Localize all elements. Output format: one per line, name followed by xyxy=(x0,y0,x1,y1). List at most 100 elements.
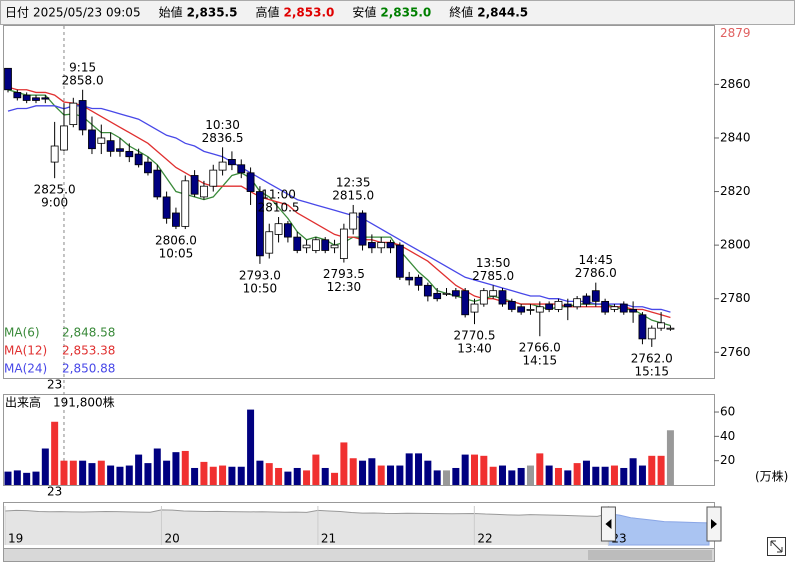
candle-body xyxy=(283,223,292,238)
header-label: 高値 xyxy=(255,5,279,20)
candle-body xyxy=(489,290,498,297)
navigator-selected-area xyxy=(607,513,710,546)
candle-body xyxy=(349,212,358,230)
candle-body xyxy=(610,306,619,310)
annotation-price: 2785.0 xyxy=(472,269,514,283)
volume-bar xyxy=(181,450,189,485)
volume-bar xyxy=(545,465,553,485)
header-label: 終値 xyxy=(449,5,473,20)
y-tick-label: 2820 xyxy=(720,184,751,198)
candle-body xyxy=(60,125,68,151)
candle-body xyxy=(302,244,311,249)
candle-body xyxy=(274,223,283,235)
candle-body xyxy=(153,169,162,198)
annotation-time: 15:15 xyxy=(634,364,669,378)
candle-body xyxy=(172,212,180,227)
volume-bar xyxy=(23,472,31,485)
volume-bar xyxy=(331,472,339,485)
scroll-thumb[interactable] xyxy=(588,550,712,560)
candle-body xyxy=(554,300,563,310)
volume-bar xyxy=(564,470,572,485)
volume-bar xyxy=(51,421,59,485)
x-tick-label: 23 xyxy=(47,485,62,499)
candle-body xyxy=(507,300,516,310)
annotation-time: 14:45 xyxy=(578,253,613,267)
candle-body xyxy=(367,242,376,249)
candle-body xyxy=(69,102,78,125)
header-value: 2,835.0 xyxy=(380,6,431,20)
volume-bar xyxy=(377,465,385,485)
annotation-time: 14:15 xyxy=(523,354,558,368)
candle-body xyxy=(386,242,395,249)
candle-body xyxy=(405,276,414,281)
legend-value: 2,850.88 xyxy=(62,362,115,376)
annotation-time: 11:00 xyxy=(261,188,296,202)
annotation-time: 9:15 xyxy=(69,60,96,74)
candle-body xyxy=(657,322,665,329)
volume-bar xyxy=(415,453,423,485)
candle-body xyxy=(200,185,208,198)
annotation-time: 13:50 xyxy=(476,256,511,270)
candle-body xyxy=(116,148,124,152)
volume-panel xyxy=(3,394,715,486)
volume-bar xyxy=(32,471,40,485)
annotation-price: 2786.0 xyxy=(575,266,617,280)
candle-body xyxy=(32,97,40,101)
candle-body xyxy=(638,314,647,340)
candle-body xyxy=(517,306,526,313)
annotation-price: 2810.5 xyxy=(258,201,300,215)
candle-body xyxy=(423,284,432,297)
volume-bar xyxy=(443,470,451,485)
x-tick-label: 23 xyxy=(47,378,62,392)
volume-bar xyxy=(284,471,292,485)
candle-body xyxy=(311,239,320,251)
scrollbar[interactable] xyxy=(3,548,715,562)
volume-bar xyxy=(480,455,488,485)
volume-bar xyxy=(79,460,87,485)
volume-bar xyxy=(610,465,618,485)
volume-bar xyxy=(666,430,674,485)
candle-body xyxy=(498,290,507,305)
volume-bar xyxy=(582,460,590,485)
candle-body xyxy=(97,137,106,144)
volume-bar xyxy=(88,463,96,485)
candle-body xyxy=(395,244,404,278)
legend-name: MA(6) xyxy=(4,326,40,340)
candle-body xyxy=(218,161,227,171)
candle-body xyxy=(573,298,582,308)
price-marker: 2879 xyxy=(720,26,751,40)
handle-arrow xyxy=(605,519,612,529)
candle-body xyxy=(246,172,255,192)
navigator-line xyxy=(4,509,609,517)
volume-bar xyxy=(247,409,255,485)
y-tick-label: 2800 xyxy=(720,238,751,252)
volume-bar xyxy=(144,463,152,485)
volume-bar xyxy=(508,470,516,485)
candle-body xyxy=(144,161,152,174)
navigator-area xyxy=(5,509,609,545)
volume-bar xyxy=(629,458,637,485)
annotation-time: 10:30 xyxy=(205,118,240,132)
candle-body xyxy=(293,236,302,251)
volume-bar xyxy=(97,460,105,485)
expand-icon[interactable] xyxy=(767,537,786,556)
volume-bar xyxy=(153,448,161,485)
candle-body xyxy=(78,100,87,131)
header-label: 安値 xyxy=(352,5,376,20)
annotation-time: 10:50 xyxy=(243,281,278,295)
volume-bar xyxy=(554,467,562,485)
volume-bar xyxy=(657,455,665,485)
volume-bar xyxy=(13,470,21,485)
volume-value: 191,800株 xyxy=(53,395,115,410)
volume-bar xyxy=(312,454,320,485)
candle-body xyxy=(22,94,31,101)
candle-body xyxy=(647,327,656,340)
y-tick-label: 2840 xyxy=(720,130,751,144)
candle-body xyxy=(414,276,423,286)
candle-body xyxy=(619,303,628,313)
candle-body xyxy=(526,309,535,311)
volume-bar xyxy=(275,467,283,485)
candle-body xyxy=(88,129,96,150)
volume-bar xyxy=(471,454,478,485)
